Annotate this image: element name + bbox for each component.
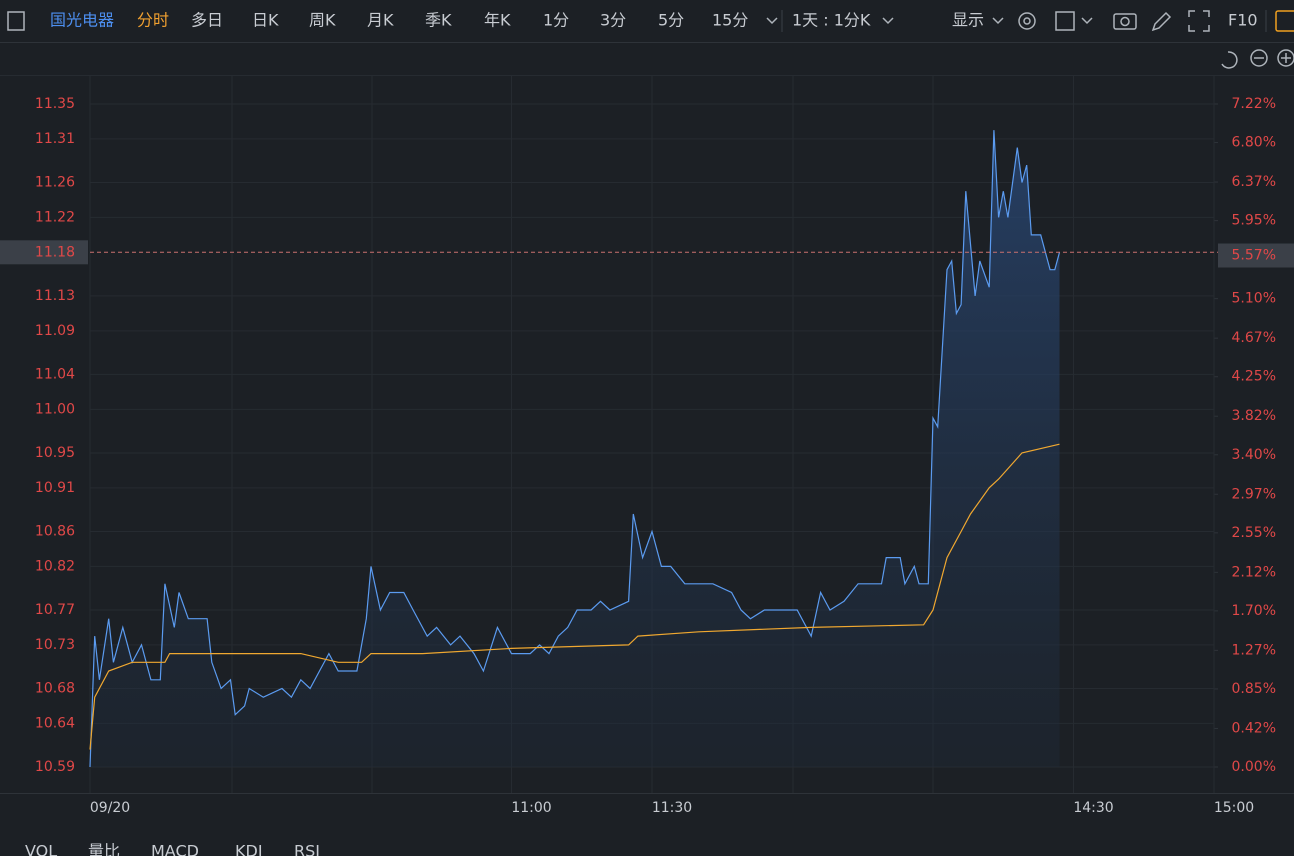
camera-lens: [1120, 16, 1130, 27]
x-tick-label: 14:30: [1073, 800, 1113, 816]
tab[interactable]: 日K: [252, 11, 279, 30]
y2-tick-label: 1.70%: [1232, 603, 1276, 619]
x-tick-label: 09/20: [90, 800, 130, 816]
tab[interactable]: 月K: [367, 11, 394, 30]
last-price-box: [0, 240, 88, 265]
y-tick-label: 11.31: [35, 131, 75, 147]
y2-tick-label: 2.12%: [1232, 564, 1276, 580]
badge[interactable]: [1275, 10, 1294, 32]
y-tick-label: 10.95: [35, 445, 75, 461]
x-tick-label: 11:00: [511, 800, 551, 816]
y2-tick-label: 4.67%: [1232, 330, 1276, 346]
tab[interactable]: 3分: [600, 11, 626, 30]
y2-tick-label: 6.37%: [1232, 174, 1276, 190]
y2-tick-label: 6.80%: [1232, 135, 1276, 151]
indicator-tab[interactable]: KDJ: [235, 842, 263, 856]
y2-tick-label: 0.00%: [1232, 759, 1276, 775]
checkbox[interactable]: [1055, 11, 1075, 31]
y-tick-label: 10.91: [35, 480, 75, 496]
chevron[interactable]: [1081, 17, 1093, 25]
y-tick-label: 11.00: [35, 401, 75, 417]
y2-tick-label: 0.42%: [1232, 720, 1276, 736]
tab[interactable]: 周K: [309, 11, 336, 30]
f10[interactable]: F10: [1228, 11, 1258, 30]
chevron[interactable]: [882, 17, 894, 25]
y-tick-label: 11.13: [35, 288, 75, 304]
tab[interactable]: 5分: [658, 11, 684, 30]
last-change-box: [1218, 243, 1294, 268]
period[interactable]: 1天 : 1分K: [792, 11, 871, 30]
indicator-tab[interactable]: 量比: [88, 842, 120, 856]
symbol[interactable]: 国光电器: [50, 11, 114, 30]
price-area: [90, 130, 1060, 767]
camera-icon[interactable]: [1113, 13, 1137, 30]
price-line: [89, 130, 1061, 768]
indicator-tab[interactable]: RSI: [294, 842, 320, 856]
x-tick-label: 15:00: [1214, 800, 1254, 816]
y-tick-label: 10.68: [35, 680, 75, 696]
average-line: [89, 443, 1060, 750]
y2-tick-label: 5.95%: [1232, 213, 1276, 229]
y-tick-label: 11.04: [35, 366, 75, 382]
tabs: 分时 多日 日K 周K 月K 季K 年K 1分 3分 5分 15分: [137, 11, 748, 30]
tab[interactable]: 季K: [425, 11, 452, 30]
x-tick-label: 11:30: [652, 800, 692, 816]
y-tick-label: 10.86: [35, 523, 75, 539]
settings-icon-core: [1023, 17, 1031, 25]
fullscreen-icon[interactable]: [1188, 10, 1210, 32]
y2-tick-label: 1.27%: [1232, 642, 1276, 658]
y2-tick-label: 3.40%: [1232, 447, 1276, 463]
reset-icon[interactable]: [1221, 51, 1238, 69]
sidebar-toggle[interactable]: [7, 11, 25, 31]
y2-tick-label: 3.82%: [1232, 408, 1276, 424]
y2-tick-label: 4.25%: [1232, 369, 1276, 385]
tab[interactable]: 分时: [137, 11, 169, 30]
indicator-tab[interactable]: MACD: [151, 842, 199, 856]
tab[interactable]: 多日: [191, 11, 223, 30]
zoom-out[interactable]: [1250, 49, 1268, 67]
y2-tick-label: 2.55%: [1232, 525, 1276, 541]
plot: 11.35 11.31 11.26 11.22 11.13 11.09 11.04 11.00…: [0, 76, 1294, 816]
y-tick-label: 11.09: [35, 323, 75, 339]
chevron[interactable]: [992, 17, 1004, 25]
last-price-label: 11.18: [35, 244, 75, 260]
y-tick-label: 10.73: [35, 637, 75, 653]
y-tick-label: 11.22: [35, 209, 75, 225]
chevron[interactable]: [766, 17, 778, 25]
y-tick-label: 10.59: [35, 759, 75, 775]
zoom-in-plus: [1281, 53, 1291, 63]
zoom-in[interactable]: [1277, 49, 1294, 67]
y2-tick-label: 0.85%: [1232, 681, 1276, 697]
indicator-tab[interactable]: VOL: [25, 842, 57, 856]
display[interactable]: 显示: [952, 11, 984, 30]
tab[interactable]: 15分: [712, 11, 748, 30]
y2-tick-label: 5.10%: [1232, 291, 1276, 307]
y-tick-label: 10.82: [35, 558, 75, 574]
y2-tick-label: 2.97%: [1232, 486, 1276, 502]
pencil-icon[interactable]: [1151, 11, 1172, 32]
tab[interactable]: 1分: [543, 11, 569, 30]
tab[interactable]: 年K: [484, 11, 511, 30]
y2-tick-label: 7.22%: [1232, 96, 1276, 112]
y-tick-label: 11.26: [35, 175, 75, 191]
y-tick-label: 11.35: [35, 96, 75, 112]
indicator-tabs: VOL 量比 MACD KDJ RSI: [25, 842, 320, 856]
last-change-label: 5.57%: [1232, 248, 1276, 264]
settings-icon[interactable]: [1018, 12, 1036, 30]
y-tick-label: 10.64: [35, 715, 75, 731]
y-tick-label: 10.77: [35, 602, 75, 618]
